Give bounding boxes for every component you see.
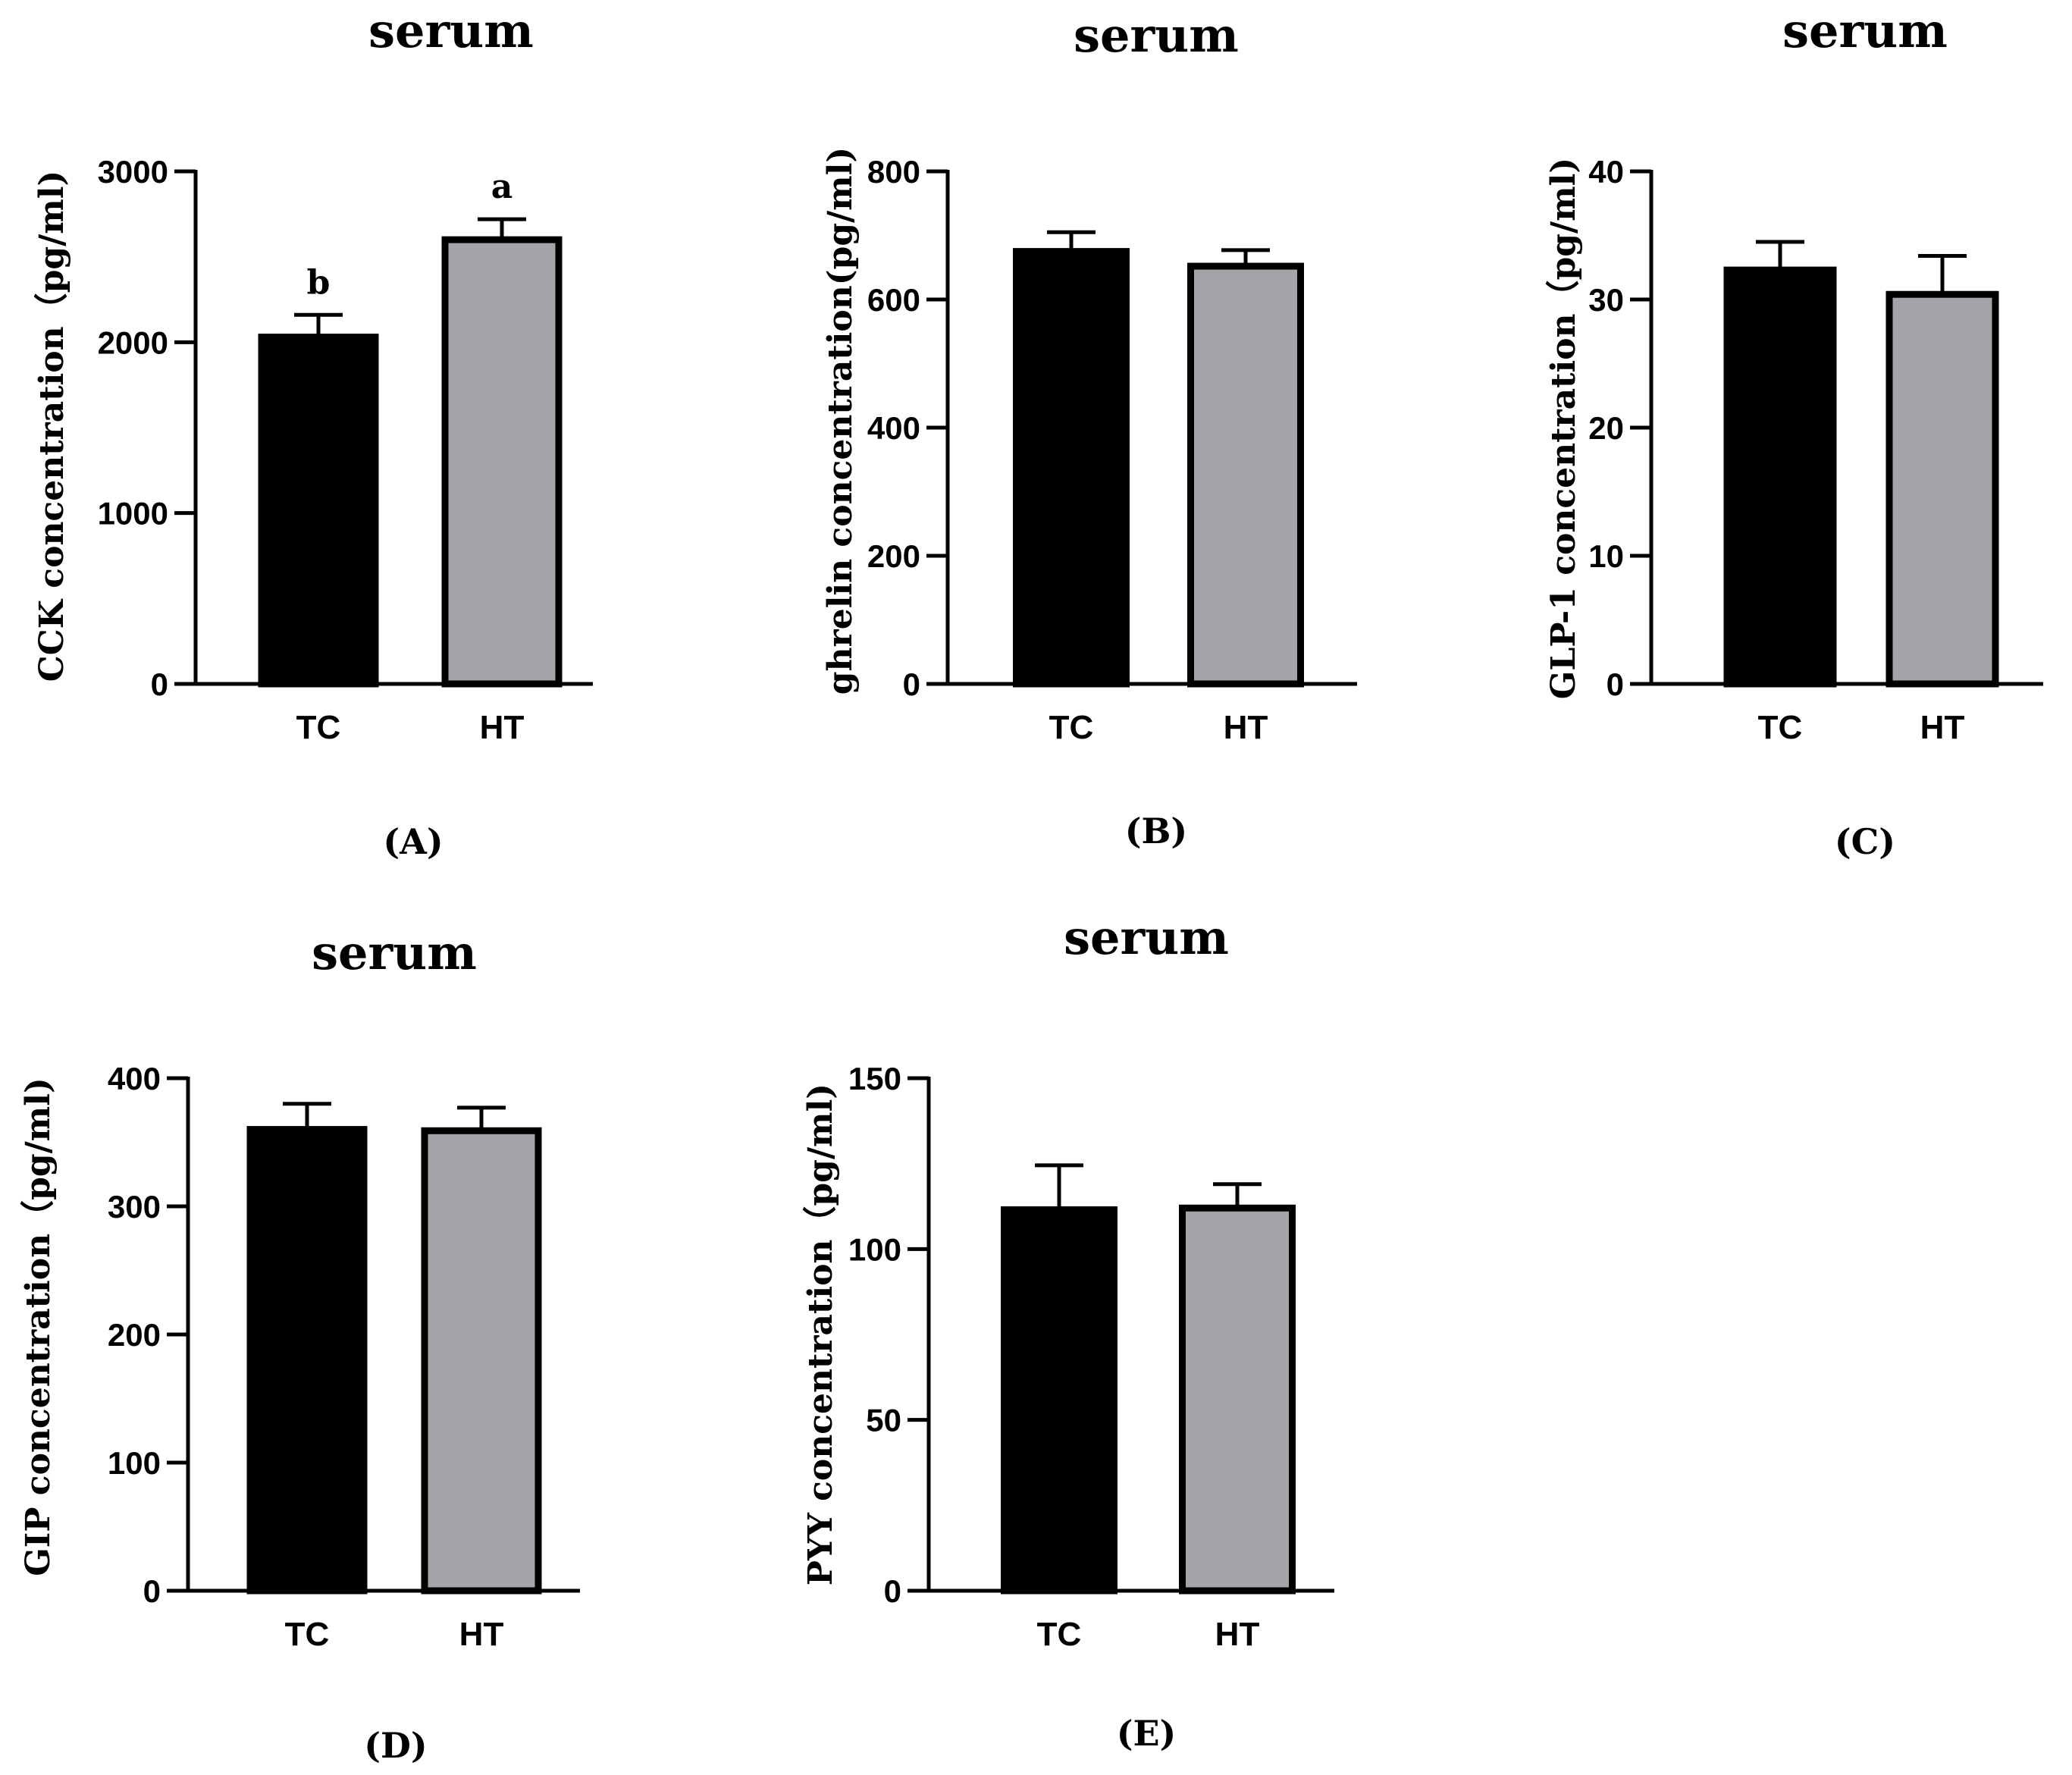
y-axis-label: ghrelin concentration(pg/ml) bbox=[821, 147, 860, 695]
y-axis-label: GLP-1 concentration（pg/ml) bbox=[1544, 158, 1583, 699]
chart-title: serum bbox=[368, 3, 534, 58]
x-tick-label: HT bbox=[459, 1616, 504, 1653]
panel-label: (D) bbox=[364, 1725, 427, 1766]
bar-tc bbox=[1013, 248, 1130, 688]
y-tick-label: 400 bbox=[867, 410, 920, 446]
x-tick-label: TC bbox=[1049, 709, 1094, 746]
x-tick-label: TC bbox=[1758, 709, 1803, 746]
y-tick-label: 50 bbox=[866, 1403, 901, 1438]
y-tick-label: 400 bbox=[108, 1061, 161, 1096]
bar-tc bbox=[1001, 1206, 1118, 1595]
y-axis-label: CCK concentration（pg/ml) bbox=[33, 171, 71, 682]
y-tick-label: 200 bbox=[108, 1317, 161, 1353]
x-tick-label: TC bbox=[1037, 1616, 1082, 1653]
y-tick-label: 100 bbox=[848, 1231, 901, 1267]
panel-label: (C) bbox=[1835, 821, 1895, 862]
y-tick-label: 3000 bbox=[98, 154, 168, 190]
y-tick-label: 800 bbox=[867, 154, 920, 190]
bar-ht bbox=[1187, 262, 1304, 688]
bar-tc bbox=[246, 1126, 368, 1595]
y-tick-label: 1000 bbox=[98, 496, 168, 532]
significance-label: b bbox=[307, 263, 331, 302]
y-tick-label: 0 bbox=[143, 1573, 161, 1609]
y-axis-label: PYY concentration（pg/ml) bbox=[801, 1084, 840, 1585]
x-tick-label: TC bbox=[285, 1616, 330, 1653]
chart-title: serum bbox=[1782, 3, 1948, 58]
chart-title: serum bbox=[1074, 8, 1239, 63]
y-axis-label: GIP concentration（pg/ml) bbox=[19, 1077, 58, 1576]
x-tick-label: HT bbox=[1224, 709, 1268, 746]
bar-ht bbox=[441, 236, 563, 688]
y-tick-label: 10 bbox=[1588, 538, 1624, 574]
y-tick-label: 30 bbox=[1588, 282, 1624, 318]
significance-label: a bbox=[491, 168, 513, 206]
x-tick-label: HT bbox=[1215, 1616, 1260, 1653]
chart-title: serum bbox=[1064, 910, 1229, 965]
x-tick-label: HT bbox=[1920, 709, 1965, 746]
bar-tc bbox=[1723, 266, 1837, 688]
y-tick-label: 40 bbox=[1588, 154, 1624, 190]
bar-ht bbox=[1885, 290, 1999, 688]
bar-ht bbox=[1179, 1204, 1296, 1595]
chart-panel-b: serum (B) ghrelin concentration(pg/ml) TC HT… bbox=[821, 8, 1357, 851]
chart-title: serum bbox=[312, 925, 477, 980]
y-tick-label: 100 bbox=[108, 1445, 161, 1481]
panel-label: (B) bbox=[1125, 811, 1187, 851]
x-tick-label: HT bbox=[480, 709, 525, 746]
chart-panel-d: serum (D) GIP concentration（pg/ml) TC HT 0 100… bbox=[19, 925, 580, 1766]
y-tick-label: 20 bbox=[1588, 410, 1624, 446]
y-tick-label: 300 bbox=[108, 1189, 161, 1225]
y-tick-label: 0 bbox=[1607, 666, 1624, 702]
chart-panel-a: serum (A) CCK concentration（pg/ml) b TC a HT 0 1… bbox=[33, 3, 593, 862]
bar-ht bbox=[421, 1127, 542, 1595]
y-tick-label: 200 bbox=[867, 538, 920, 574]
bar-tc bbox=[258, 334, 379, 688]
y-tick-label: 0 bbox=[903, 666, 920, 702]
y-tick-label: 2000 bbox=[98, 325, 168, 360]
y-tick-label: 0 bbox=[151, 666, 168, 702]
panel-label: (A) bbox=[383, 821, 443, 862]
chart-panel-e: serum (E) PYY concentration（pg/ml) TC HT 0 50 1… bbox=[801, 910, 1334, 1754]
y-tick-label: 600 bbox=[867, 282, 920, 318]
y-tick-label: 150 bbox=[848, 1061, 901, 1096]
panel-label: (E) bbox=[1117, 1713, 1177, 1754]
chart-panel-c: serum (C) GLP-1 concentration（pg/ml) TC HT 0 1… bbox=[1544, 3, 2043, 862]
y-tick-label: 0 bbox=[884, 1573, 901, 1609]
x-tick-label: TC bbox=[296, 709, 341, 746]
